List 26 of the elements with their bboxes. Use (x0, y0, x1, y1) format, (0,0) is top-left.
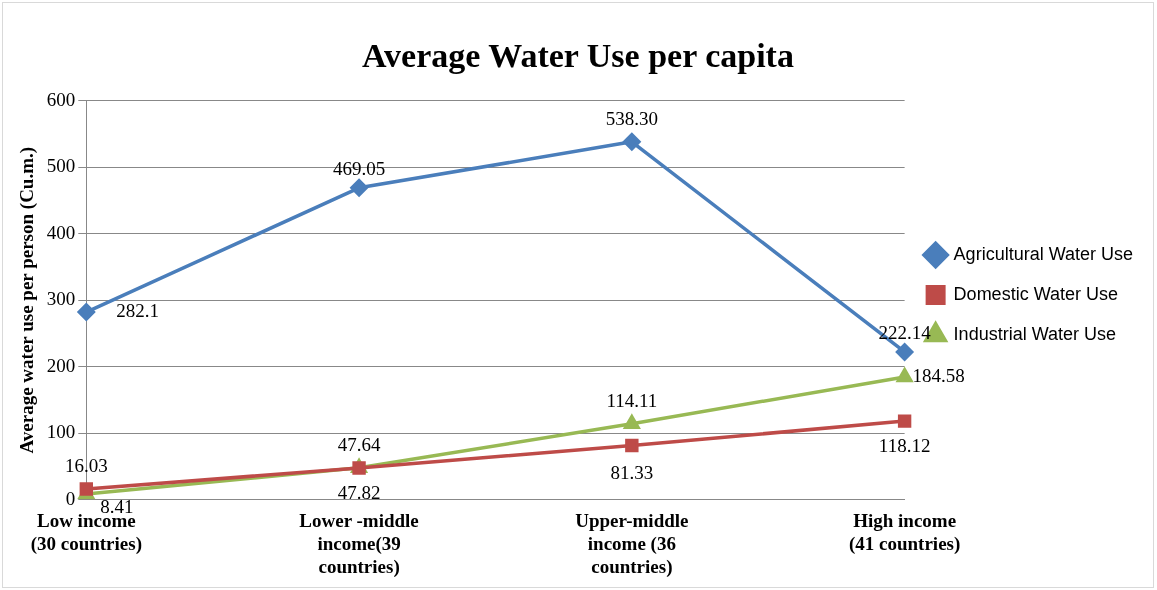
data-label: 184.58 (912, 364, 965, 386)
legend-label: Agricultural Water Use (953, 243, 1134, 264)
y-tick-label: 0 (65, 487, 76, 509)
y-tick-label: 400 (46, 221, 76, 243)
data-label: 222.14 (878, 321, 932, 343)
data-label: 47.64 (337, 433, 381, 455)
data-label: 282.1 (116, 300, 160, 322)
data-label: 538.30 (605, 107, 658, 129)
y-axis-title: Average water use per person (Cu.m.) (16, 146, 39, 454)
data-label: 47.82 (337, 481, 381, 503)
legend-label: Industrial Water Use (953, 323, 1117, 344)
x-tick-label: High income (41 countries) (848, 509, 961, 555)
data-label: 81.33 (610, 461, 654, 483)
y-tick-label: 100 (46, 421, 76, 443)
data-label: 118.12 (878, 435, 931, 457)
data-label: 16.03 (64, 454, 108, 476)
y-tick-label: 200 (46, 354, 76, 376)
y-tick-label: 600 (46, 88, 76, 110)
legend-label: Domestic Water Use (953, 283, 1118, 304)
data-label: 469.05 (332, 157, 386, 179)
y-tick-label: 300 (46, 288, 76, 310)
x-tick-label: Lower -middle income(39 countries) (299, 509, 419, 578)
data-label: 114.11 (606, 389, 658, 411)
y-tick-label: 500 (46, 155, 76, 177)
x-tick-label: Upper-middle income (36 countries) (575, 509, 689, 578)
chart-title: Average Water Use per capita (362, 37, 794, 75)
